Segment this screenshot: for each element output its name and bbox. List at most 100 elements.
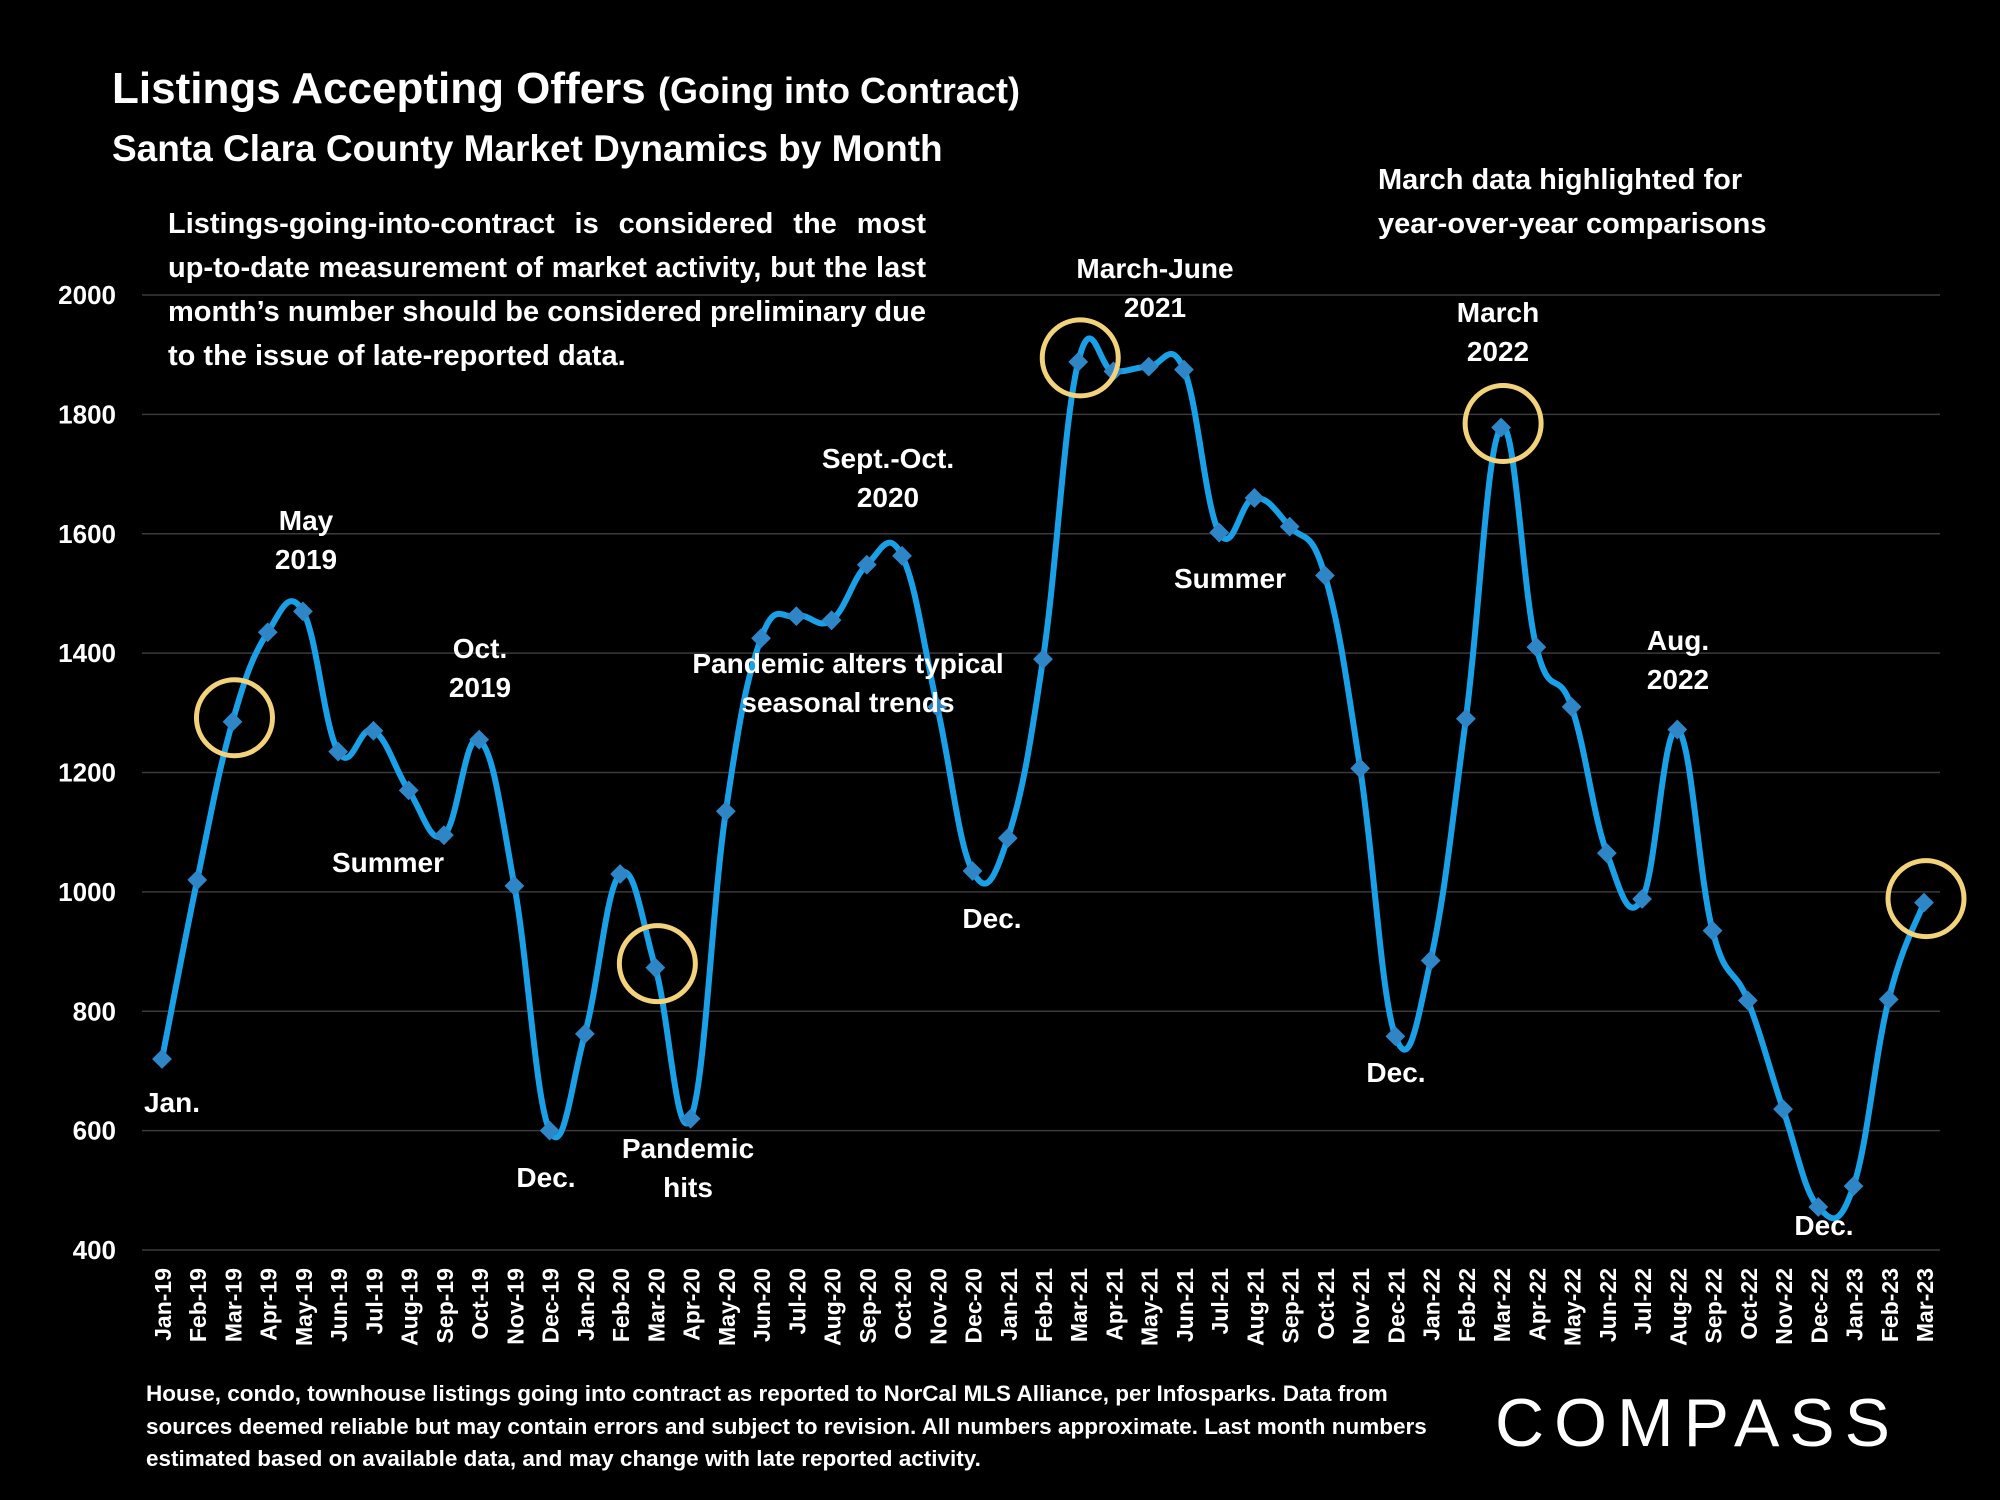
x-tick-label: Oct-19: [467, 1268, 493, 1340]
x-tick-label: Jan-22: [1419, 1268, 1445, 1341]
chart-annotations: Jan. May 2019 Summer Oct. 2019 Dec. Pandemic hit…: [144, 253, 1854, 1241]
title-main: Listings Accepting Offers: [112, 64, 646, 113]
chart-subtitle: Santa Clara County Market Dynamics by Mo…: [112, 128, 943, 169]
highlight-circle: [1039, 317, 1121, 399]
x-tick-label: Nov-20: [925, 1268, 951, 1345]
x-tick-label: Mar-20: [643, 1268, 669, 1342]
data-point: [1737, 990, 1758, 1011]
annotation-label: Dec.: [962, 903, 1021, 934]
x-tick-label: May-19: [291, 1268, 317, 1346]
data-point: [962, 861, 983, 881]
gridlines: [142, 294, 1940, 1251]
data-point: [152, 1049, 172, 1069]
data-point: [1068, 351, 1089, 372]
data-point: [257, 622, 278, 643]
data-point: [434, 825, 454, 846]
x-tick-label: Dec-22: [1806, 1268, 1832, 1343]
data-point: [715, 801, 736, 822]
highlight-circle: [1462, 383, 1544, 465]
y-tick-label: 1800: [58, 399, 116, 429]
annotation-label: March-June 2021: [1076, 253, 1233, 323]
x-tick-label: Feb-21: [1031, 1268, 1057, 1342]
data-point: [539, 1120, 560, 1141]
y-tick-label: 1400: [58, 638, 116, 668]
x-tick-label: Nov-21: [1348, 1268, 1374, 1345]
data-point: [328, 741, 349, 762]
x-tick-label: Feb-19: [185, 1268, 211, 1342]
data-point: [610, 864, 631, 884]
data-point: [1878, 989, 1899, 1010]
x-tick-label: Jul-19: [361, 1268, 387, 1334]
data-point: [1561, 696, 1582, 717]
x-tick-label: Sep-20: [855, 1268, 881, 1343]
x-tick-label: Mar-21: [1066, 1268, 1092, 1342]
data-point: [1279, 516, 1300, 537]
data-point: [1773, 1099, 1793, 1120]
title-paren: (Going into Contract): [658, 70, 1020, 111]
x-tick-label: Aug-21: [1242, 1268, 1268, 1346]
x-tick-label: Feb-22: [1454, 1268, 1480, 1342]
data-point: [1033, 649, 1053, 669]
x-tick-label: Dec-19: [538, 1268, 564, 1343]
x-tick-label: Apr-21: [1101, 1268, 1127, 1341]
data-point: [645, 957, 666, 978]
x-tick-label: Apr-20: [679, 1268, 705, 1341]
y-tick-label: 600: [73, 1116, 116, 1146]
data-point: [892, 545, 912, 566]
data-point: [504, 876, 525, 896]
x-tick-label: Jan-21: [996, 1268, 1022, 1341]
x-tick-label: Nov-19: [502, 1268, 528, 1345]
data-point: [1808, 1197, 1829, 1217]
highlight-circle: [616, 923, 698, 1005]
data-point: [1174, 359, 1194, 380]
data-point: [997, 828, 1018, 849]
annotation-label: Pandemic hits: [622, 1133, 754, 1203]
x-tick-label: Jun-21: [1172, 1268, 1198, 1342]
x-tick-label: Jul-20: [784, 1268, 810, 1334]
x-tick-label: Aug-22: [1665, 1268, 1691, 1346]
x-tick-label: Oct-22: [1736, 1268, 1762, 1340]
explanatory-note: Listings-going-into-contract is consider…: [168, 208, 926, 372]
march-highlight-circles: [193, 317, 1967, 1005]
x-tick-label: Mar-22: [1489, 1268, 1515, 1342]
x-tick-label: Sep-19: [432, 1268, 458, 1343]
y-tick-label: 2000: [58, 280, 116, 310]
x-tick-label: Jan-23: [1842, 1268, 1868, 1341]
data-point: [1209, 522, 1230, 543]
data-point: [1914, 892, 1934, 913]
annotation-label: Sept.-Oct. 2020: [822, 443, 954, 513]
annotation-label: May 2019: [275, 505, 337, 575]
data-point: [1385, 1026, 1406, 1047]
x-tick-label: Dec-20: [961, 1268, 987, 1343]
series-line: [159, 335, 1927, 1222]
data-point: [574, 1024, 595, 1044]
x-tick-label: Oct-20: [890, 1268, 916, 1340]
y-tick-label: 800: [73, 996, 116, 1026]
x-tick-label: Jun-20: [749, 1268, 775, 1342]
x-tick-label: Sep-21: [1278, 1268, 1304, 1344]
data-point: [187, 870, 208, 890]
data-point: [1491, 417, 1512, 438]
data-point: [680, 1108, 701, 1129]
annotation-label: Dec.: [1794, 1210, 1853, 1241]
data-point: [1632, 889, 1652, 909]
source-footnote: House, condo, townhouse listings going i…: [146, 1381, 1427, 1471]
x-tick-label: Apr-19: [256, 1268, 282, 1341]
x-tick-label: Aug-20: [820, 1268, 846, 1346]
y-tick-label: 1200: [58, 758, 116, 788]
data-point: [222, 711, 243, 732]
annotation-label: March 2022: [1457, 297, 1539, 367]
annotation-label: Oct. 2019: [449, 633, 511, 703]
annotation-label: Aug. 2022: [1647, 625, 1709, 695]
data-point: [363, 720, 384, 741]
data-point: [1526, 637, 1547, 658]
march-highlight-note: March data highlighted for year-over-yea…: [1378, 164, 1767, 240]
data-point: [786, 606, 807, 627]
x-tick-label: Mar-23: [1912, 1268, 1938, 1342]
x-tick-label: May-20: [714, 1268, 740, 1346]
data-point: [1315, 565, 1335, 586]
x-tick-label: Jul-22: [1630, 1268, 1656, 1334]
x-tick-label: Oct-21: [1313, 1268, 1339, 1340]
data-point: [469, 729, 490, 750]
